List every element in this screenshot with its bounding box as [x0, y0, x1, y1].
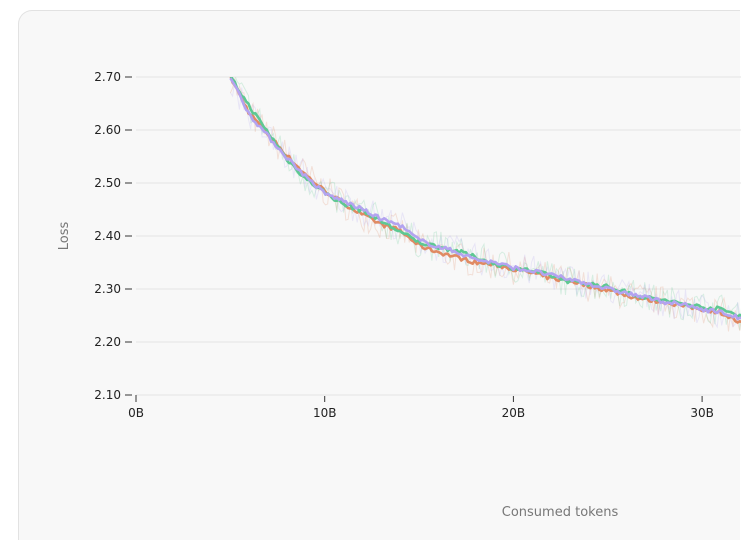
y-axis-label: Loss	[57, 222, 72, 251]
series-smoothed-line-2	[229, 77, 741, 321]
series-smoothed-line-0	[229, 77, 741, 324]
y-tick-label: 2.30	[94, 282, 121, 296]
x-tick-label: 30B	[690, 406, 714, 420]
series-raw-line-0	[229, 78, 741, 332]
y-tick-label: 2.60	[94, 123, 121, 137]
x-tick-label: 20B	[502, 406, 526, 420]
series-raw-line-1	[230, 77, 741, 331]
y-tick-label: 2.40	[94, 229, 121, 243]
series-smoothed-line-1	[229, 77, 741, 319]
y-tick-label: 2.50	[94, 176, 121, 190]
x-axis-label: Consumed tokens	[502, 505, 619, 520]
x-tick-label: 0B	[128, 406, 144, 420]
series-raw-line-2	[229, 80, 741, 329]
y-tick-label: 2.70	[94, 70, 121, 84]
x-tick-label: 10B	[313, 406, 337, 420]
chart-card	[18, 10, 740, 540]
y-tick-label: 2.20	[94, 335, 121, 349]
y-tick-label: 2.10	[94, 388, 121, 402]
